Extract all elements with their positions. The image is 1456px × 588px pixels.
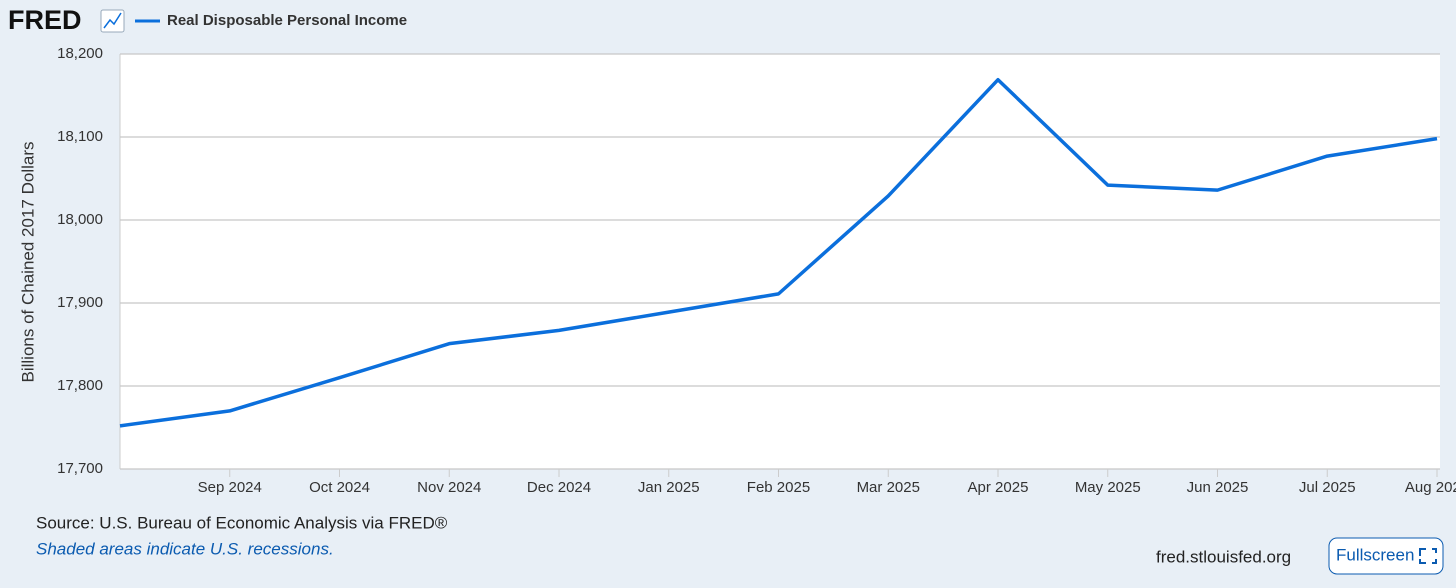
- y-tick-label: 17,800: [57, 377, 103, 394]
- y-tick-label: 18,200: [57, 45, 103, 62]
- x-tick-label: Feb 2025: [747, 479, 810, 496]
- x-tick-label: May 2025: [1075, 479, 1141, 496]
- x-tick-label: Dec 2024: [527, 479, 591, 496]
- credit: fred.stlouisfed.org: [1156, 547, 1291, 566]
- y-tick-label: 17,900: [57, 294, 103, 311]
- x-tick-label: Jul 2025: [1299, 479, 1356, 496]
- series-line: [119, 77, 1438, 428]
- button-label[interactable]: Fullscreen: [1336, 545, 1414, 564]
- y-axis-label: Billions of Chained 2017 Dollars: [18, 142, 37, 383]
- y-tick-label: 18,100: [57, 128, 103, 145]
- logo: FRED: [8, 5, 82, 35]
- plot-area: [120, 54, 1440, 469]
- x-tick-label: Aug 2025: [1405, 479, 1456, 496]
- note: Shaded areas indicate U.S. recessions.: [36, 539, 334, 558]
- x-tick-label: Mar 2025: [857, 479, 920, 496]
- x-tick-label: Sep 2024: [198, 479, 262, 496]
- logo-icon: [100, 9, 125, 33]
- x-tick-label: Jan 2025: [638, 479, 700, 496]
- x-tick-label: Oct 2024: [309, 479, 370, 496]
- source: Source: U.S. Bureau of Economic Analysis…: [36, 513, 448, 532]
- legend-label: Real Disposable Personal Income: [167, 12, 407, 29]
- x-tick-label: Jun 2025: [1187, 479, 1249, 496]
- fullscreen-button[interactable]: Fullscreen: [1328, 537, 1444, 575]
- x-tick-label: Apr 2025: [968, 479, 1029, 496]
- button-icon[interactable]: [1419, 548, 1437, 564]
- y-tick-label: 18,000: [57, 211, 103, 228]
- x-tick-label: Nov 2024: [417, 479, 481, 496]
- y-tick-label: 17,700: [57, 460, 103, 477]
- button-box[interactable]: [1328, 537, 1444, 575]
- logo-icon-line: [103, 12, 122, 29]
